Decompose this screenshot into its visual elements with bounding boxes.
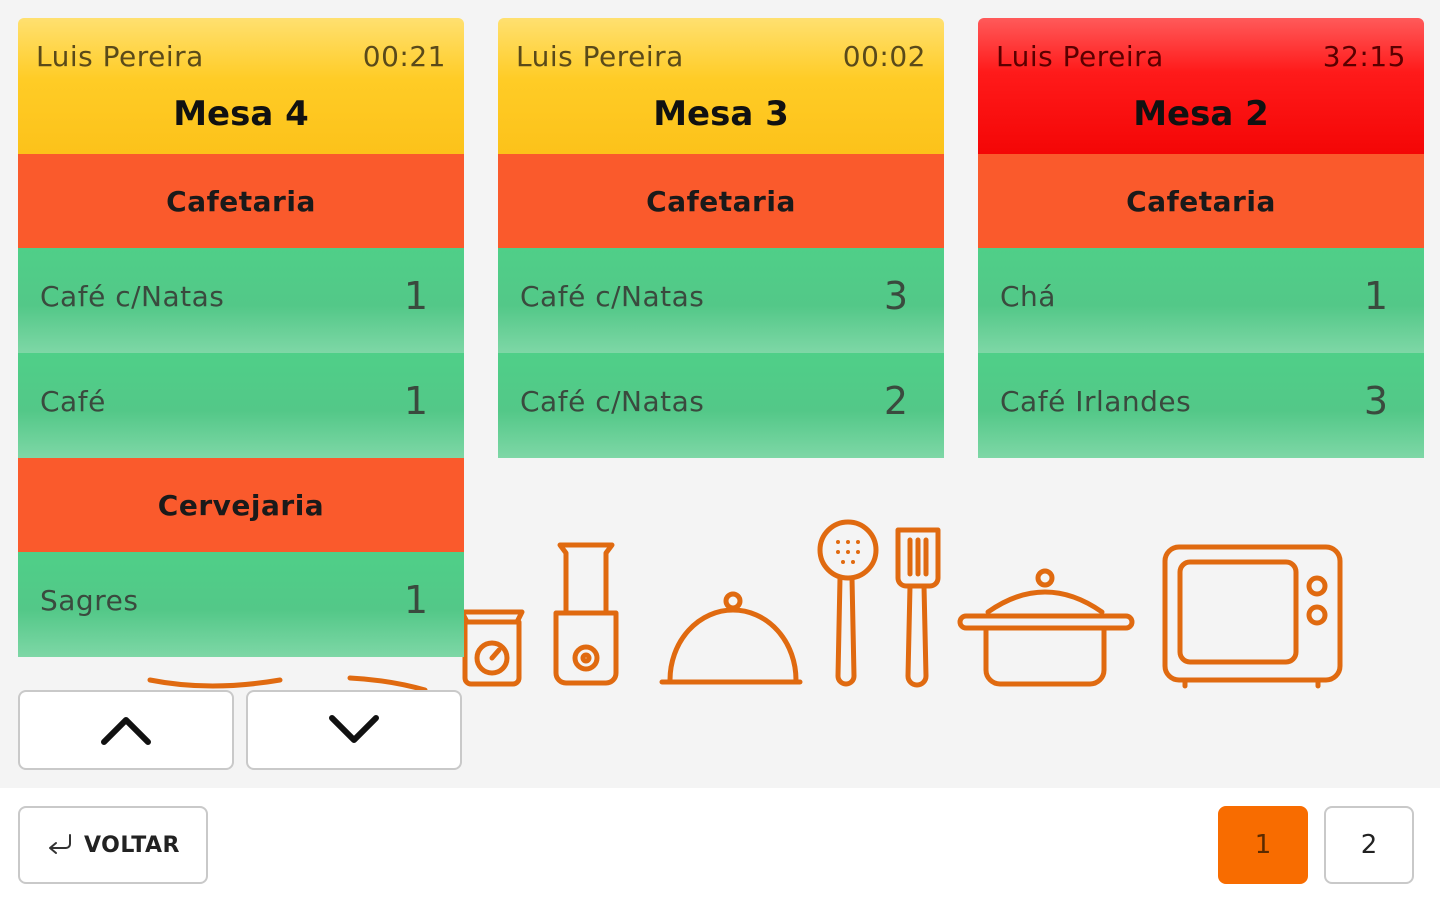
- item-name: Café c/Natas: [520, 280, 705, 313]
- section-header: Cafetaria: [498, 154, 944, 248]
- table-name: Mesa 4: [173, 94, 309, 134]
- waiter-name: Luis Pereira: [516, 40, 684, 73]
- waiter-name: Luis Pereira: [996, 40, 1164, 73]
- section-header: Cafetaria: [978, 154, 1424, 248]
- waiter-name: Luis Pereira: [36, 40, 204, 73]
- table-name: Mesa 3: [653, 94, 789, 134]
- item-name: Café Irlandes: [1000, 385, 1192, 418]
- item-name: Café c/Natas: [520, 385, 705, 418]
- microwave-icon: [1162, 544, 1343, 689]
- scroll-up-button[interactable]: [18, 690, 234, 770]
- item-quantity: 3: [1363, 379, 1388, 423]
- order-card-mesa-3[interactable]: Luis Pereira 00:02 Mesa 3 Cafetaria Café…: [498, 18, 944, 458]
- order-timer: 00:21: [362, 40, 446, 73]
- item-quantity: 3: [883, 274, 908, 318]
- order-item[interactable]: Chá 1: [978, 248, 1424, 353]
- scroll-down-button[interactable]: [246, 690, 462, 770]
- item-name: Chá: [1000, 280, 1056, 313]
- order-card-mesa-4[interactable]: Luis Pereira 00:21 Mesa 4 Cafetaria Café…: [18, 18, 464, 657]
- chevron-up-icon: [101, 717, 151, 745]
- chevron-down-icon: [329, 715, 379, 743]
- skimmer-icon: [817, 519, 879, 687]
- order-header-overdue: Luis Pereira 32:15 Mesa 2: [978, 18, 1424, 154]
- order-timer: 00:02: [842, 40, 926, 73]
- table-name: Mesa 2: [1133, 94, 1269, 134]
- spatula-icon: [895, 527, 941, 688]
- back-button-label: VOLTAR: [84, 832, 180, 858]
- order-item[interactable]: Café Irlandes 3: [978, 353, 1424, 458]
- item-quantity: 1: [403, 578, 428, 622]
- kitchen-scale-icon: [459, 609, 525, 687]
- order-card-mesa-2[interactable]: Luis Pereira 32:15 Mesa 2 Cafetaria Chá …: [978, 18, 1424, 458]
- footer-bar: [0, 788, 1440, 900]
- order-header: Luis Pereira 00:02 Mesa 3: [498, 18, 944, 154]
- section-header: Cervejaria: [18, 458, 464, 552]
- item-quantity: 1: [1363, 274, 1388, 318]
- item-name: Café: [40, 385, 106, 418]
- kitchen-utensils-illustration: [147, 519, 1343, 693]
- back-button[interactable]: VOLTAR: [18, 806, 208, 884]
- item-quantity: 1: [403, 274, 428, 318]
- page-button-2[interactable]: 2: [1324, 806, 1414, 884]
- section-header: Cafetaria: [18, 154, 464, 248]
- item-quantity: 1: [403, 379, 428, 423]
- item-quantity: 2: [883, 379, 908, 423]
- order-card-scroll-area[interactable]: Luis Pereira 00:21 Mesa 4 Cafetaria Café…: [18, 18, 464, 680]
- item-name: Sagres: [40, 584, 139, 617]
- cooking-pot-icon: [957, 568, 1135, 687]
- cloche-icon: [659, 591, 803, 685]
- page-button-1[interactable]: 1: [1218, 806, 1308, 884]
- order-timer: 32:15: [1322, 40, 1406, 73]
- order-item[interactable]: Café c/Natas 2: [498, 353, 944, 458]
- order-item[interactable]: Café 1: [18, 353, 464, 458]
- order-item[interactable]: Café c/Natas 1: [18, 248, 464, 353]
- return-arrow-icon: [49, 834, 71, 854]
- order-item[interactable]: Sagres 1: [18, 552, 464, 657]
- order-item[interactable]: Café c/Natas 3: [498, 248, 944, 353]
- blender-icon: [553, 542, 619, 686]
- order-header: Luis Pereira 00:21 Mesa 4: [18, 18, 464, 154]
- item-name: Café c/Natas: [40, 280, 225, 313]
